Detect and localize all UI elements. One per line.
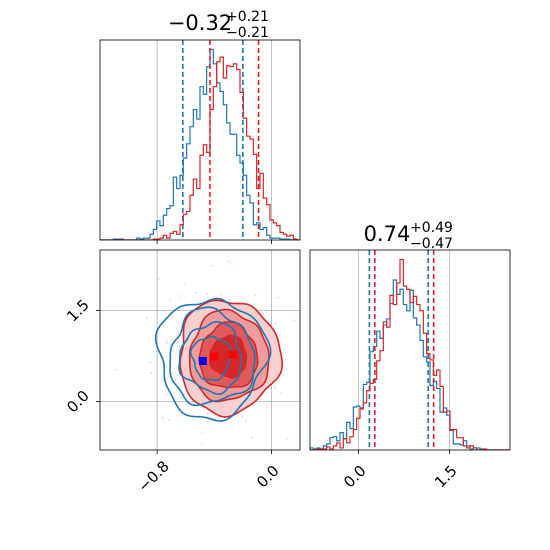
scatter-point <box>174 378 177 381</box>
hist-panel-bottom-right: 0.0 1.5 <box>309 249 511 491</box>
scatter-point <box>166 355 169 358</box>
scatter-point <box>240 415 243 418</box>
scatter-point <box>274 322 276 325</box>
blue-contour-1 <box>169 306 256 407</box>
scatter-point <box>279 392 282 395</box>
red-contour-0 <box>179 299 284 418</box>
title-main: 0.74 <box>364 222 411 246</box>
scatter-point <box>184 282 186 285</box>
scatter-point <box>266 407 269 409</box>
scatter-point <box>170 372 173 375</box>
hist-series-red <box>100 56 300 240</box>
hist-top-left-title-sup: +0.21 <box>226 9 269 25</box>
scatter-point <box>219 293 222 296</box>
scatter-point <box>270 390 273 393</box>
contour-content <box>115 222 315 450</box>
scatter-point <box>211 264 214 267</box>
blue-contour-0 <box>154 297 272 422</box>
hist-content <box>310 250 510 450</box>
scatter-point <box>149 361 152 364</box>
scatter-point <box>229 298 232 301</box>
contour-panel-bottom-left: −0.8 0.0 0.0 1.5 <box>63 222 315 496</box>
x-ticks: 0.0 1.5 <box>340 450 461 491</box>
scatter-point <box>206 412 209 415</box>
scatter-point <box>155 294 158 297</box>
scatter-point <box>146 317 149 319</box>
scatter-point <box>251 436 254 439</box>
scatter-point <box>166 342 168 344</box>
scatter-point <box>170 342 172 345</box>
x-tick-label-0: 0.0 <box>340 462 370 492</box>
y-tick-label-1: 1.5 <box>63 296 93 326</box>
scatter-point <box>177 331 179 334</box>
x-tick-label-1: 1.5 <box>431 462 461 492</box>
scatter-point <box>163 310 166 313</box>
scatter-point <box>176 340 179 343</box>
hist-content <box>100 40 300 240</box>
scatter-point <box>255 307 258 310</box>
hist-bottom-right-title-sub: −0.47 <box>410 236 453 252</box>
scatter-point <box>313 339 315 341</box>
scatter-point <box>201 431 204 433</box>
scatter-point <box>115 368 117 371</box>
hist-panel-top-left <box>99 39 301 244</box>
scatter-point <box>166 393 168 396</box>
scatter-point <box>277 296 280 299</box>
scatter-point <box>178 349 181 352</box>
scatter-point <box>224 421 227 424</box>
y-tick-label-0: 0.0 <box>63 387 93 417</box>
x-tick-label-0: −0.8 <box>134 457 172 495</box>
scatter-point <box>301 385 303 387</box>
marker-red-0 <box>210 352 219 361</box>
scatter-point <box>176 321 179 324</box>
scatter-point <box>194 292 197 294</box>
axes-frame <box>99 249 301 451</box>
scatter-point <box>165 340 168 343</box>
x-tick-label-1: 0.0 <box>253 462 283 492</box>
hist-top-left-title: −0.32 <box>168 11 232 35</box>
scatter-point <box>205 293 208 295</box>
scatter-point <box>254 294 257 297</box>
hist-series-blue <box>100 48 300 240</box>
scatter-point <box>200 442 203 445</box>
axes-frame <box>309 249 511 451</box>
scatter-point <box>286 437 289 440</box>
scatter-point <box>178 295 180 297</box>
hist-series-blue <box>310 279 510 450</box>
scatter-point <box>161 417 164 419</box>
scatter-point <box>293 319 296 322</box>
scatter-point <box>228 260 230 263</box>
scatter-point <box>283 347 285 350</box>
axes-frame <box>99 39 301 241</box>
x-ticks <box>156 240 272 244</box>
title-main: −0.32 <box>168 11 232 35</box>
scatter-point <box>157 277 160 280</box>
grid-lines <box>156 40 272 240</box>
red-contour-1 <box>188 308 270 403</box>
hist-series-red <box>310 258 510 450</box>
marker-red-1 <box>228 350 237 359</box>
marker-blue-0 <box>198 356 207 365</box>
scatter-point <box>312 362 314 364</box>
hist-top-left-title-sub: −0.21 <box>226 25 269 41</box>
scatter-point <box>274 386 276 389</box>
scatter-point <box>231 263 233 265</box>
scatter-point <box>273 384 276 387</box>
scatter-point <box>168 419 170 422</box>
blue-contour-2 <box>178 321 243 396</box>
scatter-point <box>169 298 171 301</box>
blue-contour-3 <box>189 335 234 382</box>
scatter-point <box>150 372 153 374</box>
scatter-point <box>244 419 247 422</box>
hist-bottom-right-title: 0.74 <box>364 222 411 246</box>
red-contour-3 <box>209 334 248 379</box>
grid-lines <box>358 250 450 450</box>
hist-bottom-right-title-sup: +0.49 <box>410 220 453 236</box>
scatter-point <box>197 222 199 224</box>
